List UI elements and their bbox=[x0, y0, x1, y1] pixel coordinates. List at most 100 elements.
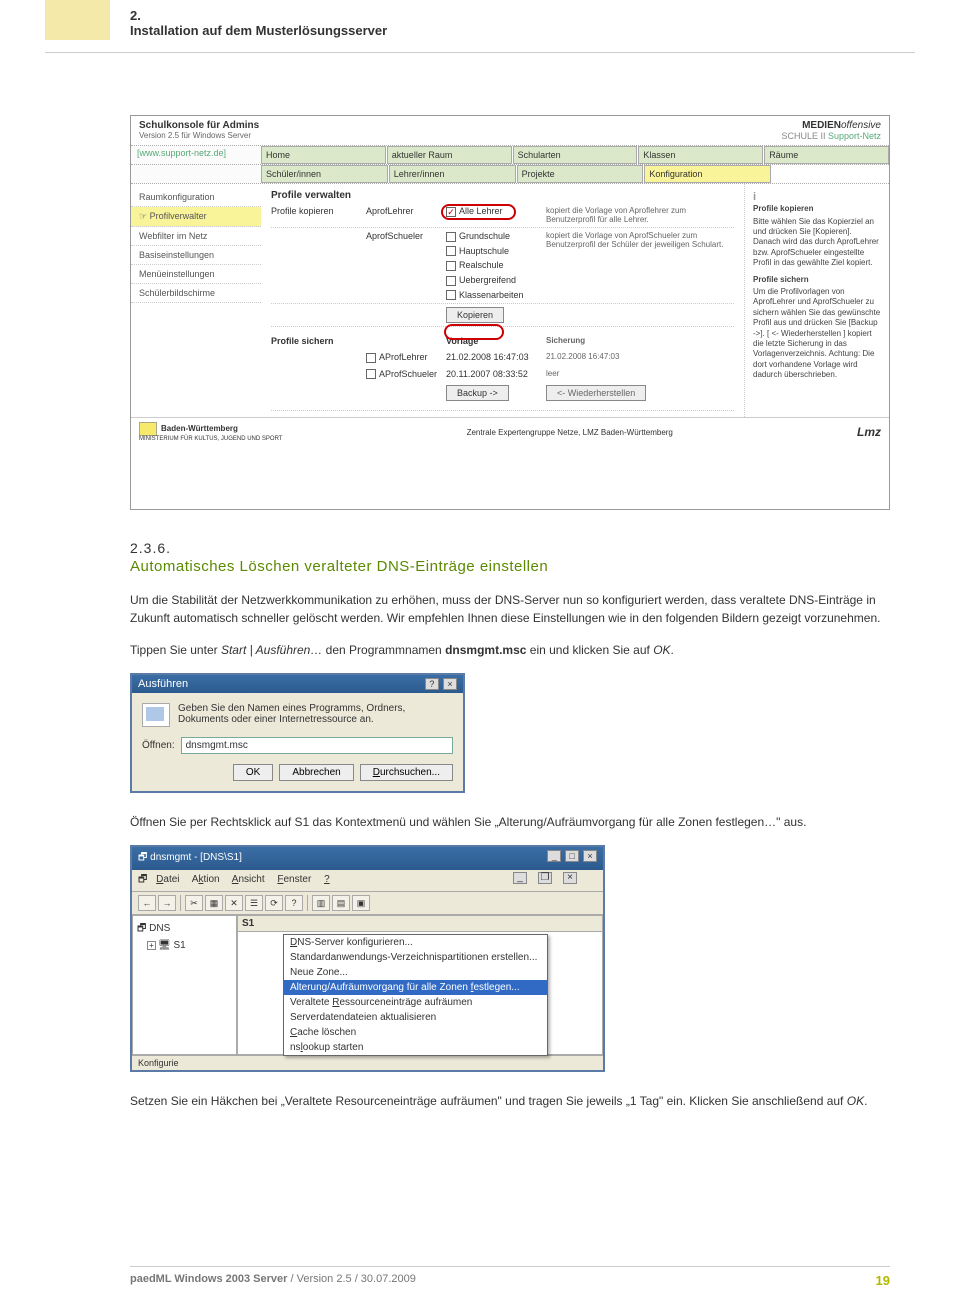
ctx-clearcache[interactable]: Cache löschen bbox=[284, 1025, 547, 1040]
dnsmgmt-window: 🗗 dnsmgmt - [DNS\S1] _ □ × 🗗 Datei Aktio… bbox=[130, 845, 605, 1072]
sk-title: Schulkonsole für Admins bbox=[139, 120, 259, 131]
page-header: 2. Installation auf dem Musterlösungsser… bbox=[130, 8, 387, 38]
menu-help[interactable]: ? bbox=[324, 874, 330, 885]
section-title: Automatisches Löschen veralteter DNS-Ein… bbox=[130, 558, 890, 575]
menu-ansicht[interactable]: Ansicht bbox=[232, 874, 265, 885]
profile-kopieren-label: Profile kopieren bbox=[271, 206, 366, 224]
dns-menubar: 🗗 Datei Aktion Ansicht Fenster ? _❐× bbox=[132, 870, 603, 892]
red-circle-2 bbox=[444, 324, 504, 340]
dns-title: 🗗 dnsmgmt - [DNS\S1] bbox=[138, 850, 242, 867]
ctx-configure[interactable]: DNS-Server konfigurieren... bbox=[284, 935, 547, 950]
tab-home[interactable]: Home bbox=[261, 146, 386, 164]
sk-subtitle: Version 2.5 für Windows Server bbox=[139, 131, 259, 140]
delete-icon[interactable]: ✕ bbox=[225, 895, 243, 911]
help-icon[interactable]: ? bbox=[425, 678, 439, 690]
backup-button[interactable]: Backup -> bbox=[446, 385, 509, 401]
header-rule bbox=[45, 52, 915, 53]
kopieren-button[interactable]: Kopieren bbox=[446, 307, 504, 323]
tree-dns[interactable]: 🗗 DNS bbox=[137, 920, 232, 939]
run-msg: Geben Sie den Namen eines Programms, Ord… bbox=[178, 703, 453, 727]
dns-toolbar: ← → ✂ ▦ ✕ ☰ ⟳ ? ▥ ▤ ▣ bbox=[132, 892, 603, 915]
cancel-button[interactable]: Abbrechen bbox=[279, 764, 353, 781]
ctx-nslookup[interactable]: nslookup starten bbox=[284, 1040, 547, 1055]
bw-logo-icon bbox=[139, 422, 157, 436]
props-icon[interactable]: ▦ bbox=[205, 895, 223, 911]
tab-projekte[interactable]: Projekte bbox=[517, 165, 644, 183]
fwd-icon[interactable]: → bbox=[158, 895, 176, 911]
sidebar-stripe bbox=[45, 0, 110, 40]
para-1: Um die Stabilität der Netzwerkkommunikat… bbox=[130, 591, 890, 627]
tab-raeume[interactable]: Räume bbox=[764, 146, 889, 164]
content-area: Schulkonsole für Admins Version 2.5 für … bbox=[130, 115, 890, 1124]
logo-medien: MEDIEN bbox=[802, 120, 841, 131]
red-circle-1 bbox=[441, 204, 516, 220]
sk-link[interactable]: [www.support-netz.de] bbox=[131, 146, 261, 164]
dns-right-header: S1 bbox=[238, 916, 602, 932]
run-icon bbox=[142, 703, 170, 727]
side-schuelerbild[interactable]: Schülerbildschirme bbox=[131, 284, 261, 303]
menu-aktion[interactable]: Aktion bbox=[192, 874, 220, 885]
ctx-newzone[interactable]: Neue Zone... bbox=[284, 965, 547, 980]
schulkonsole-screenshot: Schulkonsole für Admins Version 2.5 für … bbox=[130, 115, 890, 510]
maximize-icon[interactable]: □ bbox=[565, 850, 579, 862]
dns-statusbar: Konfigurie bbox=[132, 1055, 603, 1070]
page-number: 19 bbox=[876, 1273, 890, 1288]
sk-sidebar: Raumkonfiguration ☞ Profilverwalter Webf… bbox=[131, 184, 261, 417]
ctx-aging[interactable]: Alterung/Aufräumvorgang für alle Zonen f… bbox=[284, 980, 547, 995]
tb-icon-2[interactable]: ▤ bbox=[332, 895, 350, 911]
minimize-icon[interactable]: _ bbox=[547, 850, 561, 862]
side-basis[interactable]: Basiseinstellungen bbox=[131, 246, 261, 265]
ok-button[interactable]: OK bbox=[233, 764, 273, 781]
tab-schueler[interactable]: Schüler/innen bbox=[261, 165, 388, 183]
open-label: Öffnen: bbox=[142, 740, 175, 751]
help-icon[interactable]: ? bbox=[285, 895, 303, 911]
back-icon[interactable]: ← bbox=[138, 895, 156, 911]
tab-lehrer[interactable]: Lehrer/innen bbox=[389, 165, 516, 183]
dns-right-pane: S1 DNS-Server konfigurieren... Standarda… bbox=[237, 915, 603, 1055]
run-dialog: Ausführen ? × Geben Sie den Namen eines … bbox=[130, 673, 465, 793]
sk-right-help: i Profile kopieren Bitte wählen Sie das … bbox=[744, 184, 889, 417]
tab-raum[interactable]: aktueller Raum bbox=[387, 146, 512, 164]
tree-s1[interactable]: +🖥 S1 bbox=[137, 939, 232, 952]
cut-icon[interactable]: ✂ bbox=[185, 895, 203, 911]
props2-icon[interactable]: ☰ bbox=[245, 895, 263, 911]
profile-verwalten-h: Profile verwalten bbox=[271, 190, 734, 201]
menu-datei[interactable]: Datei bbox=[156, 874, 179, 885]
chapter-title: Installation auf dem Musterlösungsserver bbox=[130, 23, 387, 38]
dns-tree: 🗗 DNS +🖥 S1 bbox=[132, 915, 237, 1055]
menu-fenster[interactable]: Fenster bbox=[277, 874, 311, 885]
side-raumkonfig[interactable]: Raumkonfiguration bbox=[131, 188, 261, 207]
chapter-number: 2. bbox=[130, 8, 387, 23]
side-webfilter[interactable]: Webfilter im Netz bbox=[131, 227, 261, 246]
sk-main: Profile verwalten Profile kopieren Aprof… bbox=[261, 184, 744, 417]
tb-icon-3[interactable]: ▣ bbox=[352, 895, 370, 911]
para-3: Öffnen Sie per Rechtsklick auf S1 das Ko… bbox=[130, 813, 890, 831]
para-2: Tippen Sie unter Start | Ausführen… den … bbox=[130, 641, 890, 659]
check-klassenarbeiten[interactable] bbox=[446, 290, 456, 300]
close-icon[interactable]: × bbox=[583, 850, 597, 862]
check-realschule[interactable] bbox=[446, 261, 456, 271]
close-icon[interactable]: × bbox=[443, 678, 457, 690]
tab-konfiguration[interactable]: Konfiguration bbox=[644, 165, 771, 183]
open-input[interactable]: dnsmgmt.msc bbox=[181, 737, 453, 754]
para-4: Setzen Sie ein Häkchen bei „Veraltete Re… bbox=[130, 1092, 890, 1110]
browse-button[interactable]: Durchsuchen... bbox=[360, 764, 453, 781]
tb-icon-1[interactable]: ▥ bbox=[312, 895, 330, 911]
section-number: 2.3.6. bbox=[130, 540, 890, 556]
tab-schularten[interactable]: Schularten bbox=[513, 146, 638, 164]
restore-button[interactable]: <- Wiederherstellen bbox=[546, 385, 646, 401]
refresh-icon[interactable]: ⟳ bbox=[265, 895, 283, 911]
side-profilverwalter[interactable]: ☞ Profilverwalter bbox=[131, 207, 261, 227]
context-menu: DNS-Server konfigurieren... Standardanwe… bbox=[283, 934, 548, 1056]
check-grundschule[interactable] bbox=[446, 232, 456, 242]
tab-klassen[interactable]: Klassen bbox=[638, 146, 763, 164]
profile-sichern-h: Profile sichern bbox=[271, 336, 366, 346]
side-menue[interactable]: Menüeinstellungen bbox=[131, 265, 261, 284]
page-footer: paedML Windows 2003 Server paedML Window… bbox=[130, 1266, 890, 1288]
ctx-scavenge[interactable]: Veraltete Ressourceneinträge aufräumen bbox=[284, 995, 547, 1010]
check-uebergreifend[interactable] bbox=[446, 276, 456, 286]
ctx-partitions[interactable]: Standardanwendungs-Verzeichnispartitione… bbox=[284, 950, 547, 965]
check-hauptschule[interactable] bbox=[446, 246, 456, 256]
run-title: Ausführen bbox=[138, 678, 188, 690]
ctx-update[interactable]: Serverdatendateien aktualisieren bbox=[284, 1010, 547, 1025]
